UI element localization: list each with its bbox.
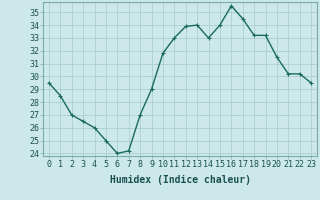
X-axis label: Humidex (Indice chaleur): Humidex (Indice chaleur)	[109, 175, 251, 185]
